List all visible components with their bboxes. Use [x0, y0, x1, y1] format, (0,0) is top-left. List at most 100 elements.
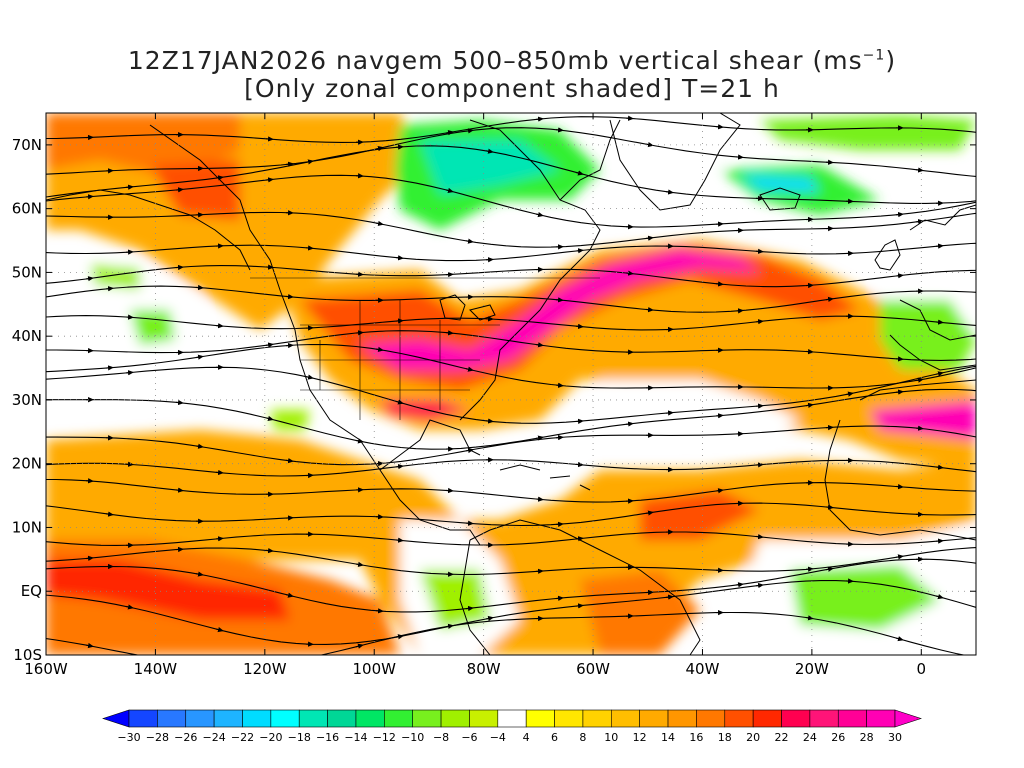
streamline-arrow [395, 463, 404, 470]
streamline-arrow [625, 270, 634, 276]
colorbar-label: 18 [718, 731, 732, 744]
streamline-arrow [465, 447, 474, 454]
colorbar-box [185, 709, 215, 728]
colorbar-label: 16 [689, 731, 703, 744]
lon-label: 80W [467, 660, 501, 678]
lon-label: 20W [795, 660, 829, 678]
colorbar-box [554, 709, 584, 728]
streamline [46, 611, 967, 655]
colorbar-label: 12 [633, 731, 647, 744]
streamline-arrow [265, 177, 274, 183]
colorbar-box [298, 709, 328, 728]
shading-blob [270, 410, 310, 430]
streamline-arrow [105, 511, 114, 517]
streamline-arrow [395, 537, 404, 543]
streamline [46, 546, 976, 576]
streamline-arrow [125, 370, 134, 376]
streamline-arrow [555, 382, 564, 388]
streamline-arrow [755, 534, 764, 540]
colorbar-label: 8 [579, 731, 586, 744]
streamline-arrow [645, 235, 654, 241]
streamline-arrow [895, 636, 904, 642]
streamline-arrow [625, 421, 634, 427]
streamline-arrow [215, 323, 224, 329]
streamline-arrow [195, 443, 204, 449]
chart-title-line2: [Only zonal component shaded] T=21 h [244, 74, 780, 103]
streamline-arrow [535, 496, 544, 502]
streamline-arrow [285, 161, 294, 167]
colorbar-box [809, 709, 839, 728]
coastline-iceland [759, 187, 801, 211]
colorbar-box [667, 709, 697, 728]
streamline-arrow [465, 238, 474, 244]
streamline-arrow [265, 547, 274, 554]
streamline-arrow [645, 141, 654, 148]
lon-labels: 160W 140W 120W 100W 80W 60W 40W 20W 0 [24, 660, 926, 678]
streamline-arrow [715, 281, 724, 287]
streamline-arrow [535, 435, 544, 441]
streamline-arrow [555, 595, 564, 601]
shading-blob [880, 300, 976, 370]
streamline-arrow [825, 296, 834, 303]
shading-blob [760, 115, 976, 150]
colorbar-label: −18 [288, 731, 311, 744]
colorbar-box [270, 709, 300, 728]
map-frame [45, 112, 977, 656]
colorbar-box [582, 709, 612, 728]
streamline-arrow [285, 457, 294, 464]
shading-blob [790, 565, 940, 630]
shading-blob [740, 175, 820, 192]
colorbar-label: 20 [746, 731, 760, 744]
streamline-arrow [665, 410, 674, 416]
streamline-arrow [305, 245, 314, 251]
streamline-arrow [265, 415, 274, 421]
streamline [46, 425, 976, 466]
shading-blob [46, 430, 976, 655]
streamline-arrow [665, 189, 674, 195]
colorbar-label: 28 [860, 731, 874, 744]
axis-ticks [45, 113, 976, 656]
lat-label: 60N [12, 200, 42, 218]
streamline-arrow [445, 623, 454, 629]
streamline-arrow [755, 403, 764, 409]
colorbar-label: 10 [604, 731, 618, 744]
streamline-arrow [935, 593, 944, 600]
colorbar-label: 14 [661, 731, 675, 744]
colorbar: −30 −28 −26 −24 −22 −20 −18 −16 −14 −12 −10 −8 −6 −4 4… [102, 709, 922, 744]
streamline-arrow [645, 510, 654, 516]
coastline-great-lakes [439, 294, 496, 321]
state-borders [250, 277, 600, 420]
streamline-arrow [915, 377, 924, 383]
streamline-arrow [935, 319, 944, 325]
streamline [46, 459, 976, 477]
streamline-arrow [715, 413, 724, 419]
shading-blob [870, 400, 976, 440]
lat-label: EQ [21, 582, 42, 600]
colorbar-label: 22 [775, 731, 789, 744]
lon-label: 160W [24, 660, 68, 678]
streamline-arrow [175, 487, 184, 493]
streamline [46, 330, 976, 361]
coastlines [46, 113, 976, 655]
streamline [46, 478, 976, 503]
lon-label: 100W [353, 660, 397, 678]
streamline-arrow [485, 418, 494, 424]
streamline-arrow [935, 464, 944, 470]
streamline-arrow [755, 582, 764, 589]
streamline-arrow [175, 187, 184, 193]
colorbar-box [837, 709, 867, 728]
colorbar-label: −24 [203, 731, 226, 744]
streamline-arrow [305, 374, 314, 380]
streamline-arrow [125, 604, 134, 610]
lat-label: 10N [12, 518, 42, 536]
colorbar-label: −22 [231, 731, 254, 744]
colorbar-box [781, 709, 811, 728]
colorbar-box [242, 709, 272, 728]
colorbar-box [696, 709, 726, 728]
streamline-arrow [895, 389, 904, 395]
streamline-arrow [845, 391, 854, 397]
lon-label: 0 [917, 660, 927, 678]
streamline-arrow [915, 167, 924, 173]
grid-lines [46, 113, 976, 655]
lon-label: 120W [243, 660, 287, 678]
